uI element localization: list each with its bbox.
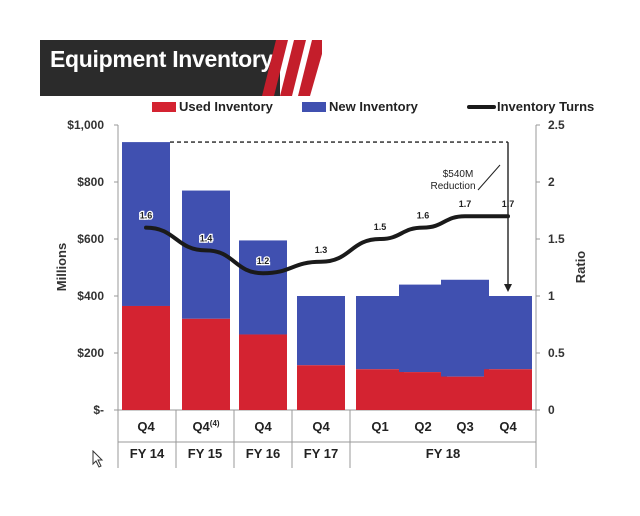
y-right-tick-label: 2.5 — [548, 118, 565, 132]
y-right-tick-label: 0.5 — [548, 346, 565, 360]
x-category-label: Q3 — [456, 419, 473, 434]
y-right-tick-label: 1 — [548, 289, 555, 303]
legend-swatch-new — [302, 102, 326, 112]
bar-used-inventory — [399, 372, 447, 410]
bar-new-inventory — [239, 240, 287, 334]
x-group-label: FY 17 — [304, 446, 338, 461]
x-group-label: FY 18 — [426, 446, 460, 461]
line-data-label: 1.3 — [315, 245, 328, 255]
x-category-superscript: (4) — [210, 419, 220, 428]
x-category-label: Q4 — [137, 419, 155, 434]
bar-new-inventory — [441, 280, 489, 377]
x-category-label: Q1 — [371, 419, 388, 434]
y-right-axis-title: Ratio — [573, 251, 588, 284]
line-data-label: 1.7 — [459, 199, 472, 209]
x-group-label: FY 14 — [130, 446, 165, 461]
y-left-tick-label: $200 — [77, 346, 104, 360]
reduction-callout-label: Reduction — [430, 181, 475, 192]
line-data-label: 1.6 — [417, 211, 430, 221]
y-right-tick-label: 2 — [548, 175, 555, 189]
bar-new-inventory — [356, 296, 404, 369]
legend-label-new: New Inventory — [329, 99, 419, 114]
y-left-tick-label: $600 — [77, 232, 104, 246]
bar-used-inventory — [441, 377, 489, 410]
bar-new-inventory — [122, 142, 170, 306]
bar-new-inventory — [297, 296, 345, 365]
bar-used-inventory — [182, 319, 230, 410]
equipment-inventory-chart: $- $200 $400 $600 $800 $1,000 0 0.5 1 1.5 2 2.5 Mill… — [0, 0, 640, 516]
mouse-cursor-icon — [92, 450, 104, 468]
line-data-label: 1.4 — [200, 233, 213, 243]
bar-used-inventory — [356, 369, 404, 410]
bar-used-inventory — [239, 334, 287, 410]
y-left-tick-label: $- — [93, 403, 104, 417]
legend-swatch-used — [152, 102, 176, 112]
x-category-label: Q4 — [499, 419, 517, 434]
bar-new-inventory — [399, 285, 447, 372]
x-group-label: FY 16 — [246, 446, 280, 461]
legend-label-turns: Inventory Turns — [497, 99, 594, 114]
line-data-label: 1.5 — [374, 222, 387, 232]
legend-label-used: Used Inventory — [179, 99, 274, 114]
reduction-callout-amount: $540M — [443, 169, 474, 180]
x-category-label: Q2 — [414, 419, 431, 434]
bar-used-inventory — [122, 306, 170, 410]
y-left-tick-label: $1,000 — [67, 118, 104, 132]
reduction-arrow-head-icon — [504, 284, 512, 292]
x-category-label: Q4(4) — [192, 419, 219, 434]
x-category-label: Q4 — [312, 419, 330, 434]
bar-used-inventory — [297, 365, 345, 410]
line-data-label: 1.6 — [140, 211, 153, 221]
y-left-tick-label: $800 — [77, 175, 104, 189]
bar-used-inventory — [484, 369, 532, 410]
line-data-label: 1.2 — [257, 256, 270, 266]
x-category-label: Q4 — [254, 419, 272, 434]
y-left-tick-label: $400 — [77, 289, 104, 303]
y-right-tick-label: 1.5 — [548, 232, 565, 246]
x-group-label: FY 15 — [188, 446, 222, 461]
y-right-tick-label: 0 — [548, 403, 555, 417]
y-left-axis-title: Millions — [54, 243, 69, 291]
bar-new-inventory — [484, 296, 532, 369]
